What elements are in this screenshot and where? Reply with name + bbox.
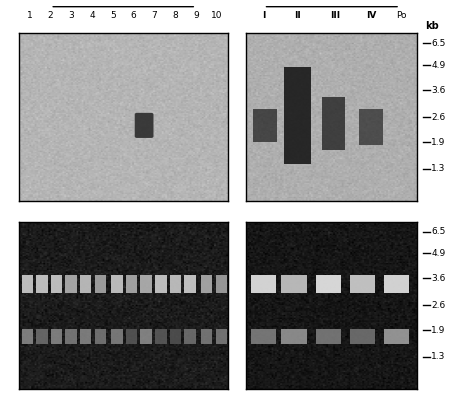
Bar — [94, 275, 106, 293]
Bar — [51, 329, 62, 344]
Bar — [111, 329, 123, 344]
Text: 2: 2 — [47, 11, 53, 20]
Bar — [80, 275, 91, 293]
Text: I: I — [262, 11, 265, 20]
Text: 3: 3 — [68, 11, 74, 20]
Bar — [201, 329, 212, 344]
Bar — [140, 329, 152, 344]
Bar — [284, 67, 311, 164]
Bar — [126, 275, 137, 293]
Text: 1: 1 — [27, 11, 32, 20]
Bar — [359, 109, 383, 145]
Bar — [350, 329, 375, 344]
Bar — [140, 275, 152, 293]
Bar — [65, 329, 77, 344]
Text: 10: 10 — [211, 11, 223, 20]
Text: 2.6: 2.6 — [431, 112, 446, 122]
Bar — [350, 275, 375, 293]
Bar — [316, 329, 341, 344]
Bar — [216, 329, 227, 344]
Bar — [253, 109, 277, 142]
Text: 9: 9 — [193, 11, 199, 20]
Text: 5: 5 — [110, 11, 116, 20]
Text: 7: 7 — [152, 11, 157, 20]
Text: 8: 8 — [173, 11, 178, 20]
Text: 1.3: 1.3 — [431, 164, 446, 173]
Bar — [201, 275, 212, 293]
Text: 4: 4 — [89, 11, 95, 20]
Bar — [282, 329, 307, 344]
Bar — [22, 275, 33, 293]
Bar — [36, 275, 47, 293]
Bar — [184, 275, 196, 293]
Text: III: III — [330, 11, 340, 20]
Bar — [216, 275, 227, 293]
Text: Po: Po — [397, 11, 407, 20]
Text: 6.5: 6.5 — [431, 227, 446, 236]
Bar — [51, 275, 62, 293]
Text: kb: kb — [425, 21, 439, 31]
Bar — [170, 329, 181, 344]
Text: 4.9: 4.9 — [431, 61, 446, 70]
Text: 4.9: 4.9 — [431, 249, 446, 258]
Text: 6: 6 — [131, 11, 137, 20]
Bar — [282, 275, 307, 293]
Bar — [321, 97, 346, 150]
Bar — [155, 329, 166, 344]
Bar — [80, 329, 91, 344]
Text: II: II — [294, 11, 301, 20]
Bar — [251, 329, 276, 344]
Bar — [170, 275, 181, 293]
Text: 2.6: 2.6 — [431, 301, 446, 310]
Bar — [126, 329, 137, 344]
Bar — [36, 329, 47, 344]
Bar — [251, 275, 276, 293]
Bar — [316, 275, 341, 293]
Text: 3.6: 3.6 — [431, 274, 446, 283]
Text: 6.5: 6.5 — [431, 39, 446, 48]
Bar — [384, 275, 410, 293]
Text: 1.3: 1.3 — [431, 352, 446, 362]
Bar — [94, 329, 106, 344]
Text: IV: IV — [366, 11, 376, 20]
FancyBboxPatch shape — [135, 113, 154, 138]
Bar — [184, 329, 196, 344]
Text: 3.6: 3.6 — [431, 86, 446, 95]
Text: 1.9: 1.9 — [431, 326, 446, 335]
Bar — [155, 275, 166, 293]
Bar — [22, 329, 33, 344]
Bar — [384, 329, 410, 344]
Text: 1.9: 1.9 — [431, 138, 446, 147]
Bar — [65, 275, 77, 293]
Bar — [111, 275, 123, 293]
